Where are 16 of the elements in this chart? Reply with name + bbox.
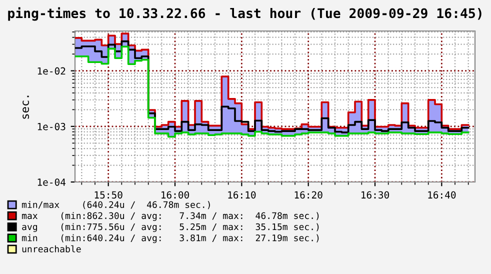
legend-label: min (min:640.24u / avg: 3.81m / max: 27.19m sec.) (22, 234, 319, 244)
y-tick-label: 1e-03 (38, 122, 66, 130)
x-tick-label: 16:10 (228, 191, 256, 199)
legend-label: avg (min:775.56u / avg: 5.25m / max: 35.15m sec.) (22, 223, 319, 232)
x-tick-label: 15:50 (94, 191, 122, 199)
legend-label: max (min:862.30u / avg: 7.34m / max: 46.78m sec.) (22, 212, 319, 221)
x-tick-label: 16:40 (428, 191, 456, 199)
x-tick-label: 16:00 (162, 191, 190, 199)
y-axis-title: sec. (22, 96, 29, 119)
y-tick-label: 1e-02 (38, 67, 66, 75)
chart-title: ping-times to 10.33.22.66 - last hour (Tue 2009-09-29 16:45) (8, 7, 482, 21)
x-tick-label: 16:30 (362, 191, 390, 199)
legend-label: unreachable (22, 245, 81, 252)
legend-label: min/max (640.24u / 46.78m sec.) (22, 201, 210, 210)
x-tick-label: 16:20 (294, 191, 322, 199)
y-tick-label: 1e-04 (38, 178, 66, 186)
